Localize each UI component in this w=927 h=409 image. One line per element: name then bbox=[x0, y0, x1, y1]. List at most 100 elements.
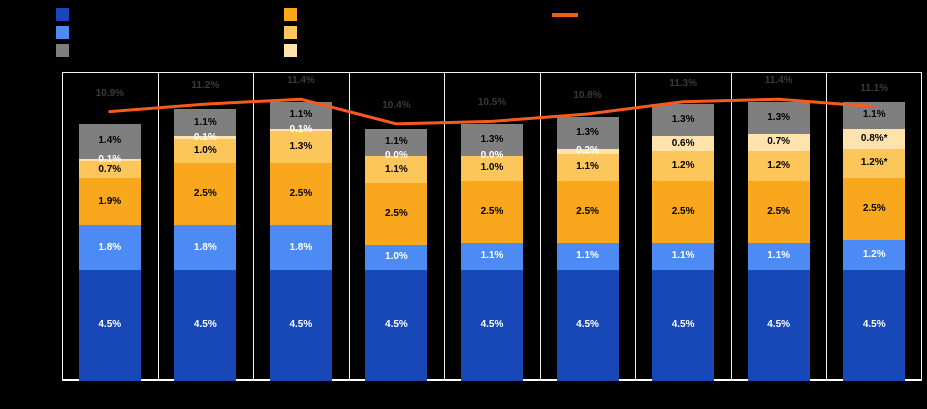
segment-label-dark-blue: 4.5% bbox=[193, 319, 217, 331]
segment-label-amber: 1.2%* bbox=[860, 157, 888, 169]
segment-label-orange: 2.5% bbox=[576, 205, 599, 217]
segment-label-orange: 2.5% bbox=[862, 203, 886, 215]
segment-label-gray: 1.3% bbox=[480, 133, 504, 145]
bar-segment-amber bbox=[461, 156, 523, 181]
segment-label-amber: 1.3% bbox=[289, 141, 313, 153]
plot-top-border bbox=[62, 72, 922, 73]
bar-segment-dark-blue bbox=[461, 269, 523, 381]
segment-label-orange: 2.5% bbox=[480, 205, 504, 217]
bar-segment-orange bbox=[78, 178, 141, 226]
segment-label-gray: 1.4% bbox=[98, 135, 122, 147]
segment-label-orange: 2.5% bbox=[193, 188, 217, 200]
segment-label-light-blue: 1.8% bbox=[98, 241, 122, 253]
bar-segment-orange bbox=[556, 180, 619, 243]
vertical-gridline bbox=[540, 72, 541, 381]
legend-swatch-dark-blue bbox=[56, 8, 69, 21]
plot-area: 4.5% 4.5% 4.5% 4.5% 4.5% 4.5% 4.5% 4.5% 4.5% 1.8%… bbox=[62, 72, 922, 381]
vertical-gridline bbox=[921, 72, 922, 381]
bar-segment-light-blue bbox=[652, 242, 715, 270]
bar-segment-light-blue bbox=[461, 242, 523, 270]
segment-label-gray: 1.1% bbox=[385, 136, 408, 148]
segment-label-orange: 2.5% bbox=[385, 208, 408, 220]
bar-segment-gray bbox=[365, 128, 428, 157]
segment-label-amber: 1.0% bbox=[480, 162, 504, 174]
segment-label-dark-blue: 4.5% bbox=[98, 319, 122, 331]
vertical-gridline bbox=[158, 72, 159, 381]
vertical-gridline bbox=[349, 72, 350, 381]
segment-label-gray: 1.3% bbox=[576, 126, 599, 138]
line-data-label: 10.9% bbox=[95, 87, 124, 99]
bar-segment-dark-blue bbox=[843, 269, 906, 381]
segment-label-gray: 1.3% bbox=[671, 114, 695, 126]
segment-label-light-blue: 1.8% bbox=[193, 241, 217, 253]
vertical-gridline bbox=[62, 72, 63, 381]
bar-segment-amber bbox=[174, 138, 237, 164]
line-data-label: 11.4% bbox=[286, 75, 315, 87]
legend-swatch-amber bbox=[284, 26, 297, 39]
vertical-gridline bbox=[731, 72, 732, 381]
bar-segment-orange bbox=[652, 180, 715, 243]
segment-label-light-blue: 1.1% bbox=[576, 250, 599, 262]
segment-label-pale-orange: 0.6% bbox=[671, 137, 695, 149]
vertical-gridline bbox=[253, 72, 254, 381]
bar-segment-light-blue bbox=[747, 242, 810, 270]
bar-segment-amber bbox=[78, 161, 141, 179]
segment-label-dark-blue: 4.5% bbox=[767, 319, 791, 331]
bar-segment-pale-orange bbox=[652, 136, 715, 152]
bar-segment-orange bbox=[174, 163, 237, 226]
segment-label-dark-blue: 4.5% bbox=[385, 319, 408, 331]
segment-label-orange: 2.5% bbox=[671, 205, 695, 217]
legend-swatch-orange bbox=[284, 8, 297, 21]
segment-label-orange: 2.5% bbox=[289, 188, 313, 200]
bar-segment-dark-blue bbox=[269, 269, 332, 381]
bar-segment-dark-blue bbox=[78, 269, 141, 381]
segment-label-dark-blue: 4.5% bbox=[576, 319, 599, 331]
legend-swatch-total-line bbox=[552, 13, 578, 17]
bar-segment-pale-orange bbox=[843, 128, 906, 149]
bar-segment-amber bbox=[652, 151, 715, 181]
segment-label-gray: 1.3% bbox=[767, 111, 791, 123]
segment-label-pale-orange: 0.0% bbox=[480, 150, 504, 162]
segment-label-light-blue: 1.1% bbox=[671, 250, 695, 262]
segment-label-dark-blue: 4.5% bbox=[289, 319, 313, 331]
segment-label-pale-orange: 0.2% bbox=[576, 145, 599, 157]
segment-label-dark-blue: 4.5% bbox=[671, 319, 695, 331]
bar-segment-orange bbox=[747, 180, 810, 243]
bar-segment-orange bbox=[365, 183, 428, 246]
line-data-label: 11.4% bbox=[764, 75, 793, 87]
segment-label-pale-orange: 0.8%* bbox=[860, 132, 888, 144]
bar-segment-orange bbox=[461, 180, 523, 243]
vertical-gridline bbox=[444, 72, 445, 381]
bar-segment-light-blue bbox=[365, 245, 428, 270]
line-data-label: 11.3% bbox=[669, 77, 698, 89]
bar-segment-pale-orange bbox=[78, 158, 141, 161]
segment-label-light-blue: 1.1% bbox=[767, 250, 791, 262]
bar-segment-light-blue bbox=[174, 225, 237, 270]
segment-label-orange: 2.5% bbox=[767, 205, 791, 217]
vertical-gridline bbox=[635, 72, 636, 381]
bar-segment-pale-orange bbox=[174, 136, 237, 139]
segment-label-dark-blue: 4.5% bbox=[480, 319, 504, 331]
bar-segment-orange bbox=[269, 163, 332, 226]
segment-label-gray: 1.1% bbox=[862, 109, 886, 121]
segment-label-pale-orange: 0.1% bbox=[193, 131, 217, 143]
segment-label-light-blue: 1.2% bbox=[862, 248, 886, 260]
bar-segment-light-blue bbox=[78, 225, 141, 270]
bar-segment-dark-blue bbox=[174, 269, 237, 381]
segment-label-amber: 1.0% bbox=[193, 145, 217, 157]
bar-segment-amber bbox=[269, 131, 332, 164]
bar-segment-dark-blue bbox=[652, 269, 715, 381]
line-data-label: 10.4% bbox=[382, 99, 411, 111]
bar-segment-orange bbox=[843, 178, 906, 241]
segment-label-orange: 1.9% bbox=[98, 195, 122, 207]
legend-swatch-pale-orange bbox=[284, 44, 297, 57]
line-data-label: 11.2% bbox=[191, 80, 220, 92]
segment-label-dark-blue: 4.5% bbox=[862, 319, 886, 331]
bar-segment-pale-orange bbox=[556, 148, 619, 154]
bar-segment-gray bbox=[461, 123, 523, 157]
segment-label-amber: 1.2% bbox=[671, 159, 695, 171]
segment-label-light-blue: 1.8% bbox=[289, 241, 313, 253]
bar-segment-light-blue bbox=[556, 242, 619, 270]
bar-segment-pale-orange bbox=[269, 128, 332, 132]
